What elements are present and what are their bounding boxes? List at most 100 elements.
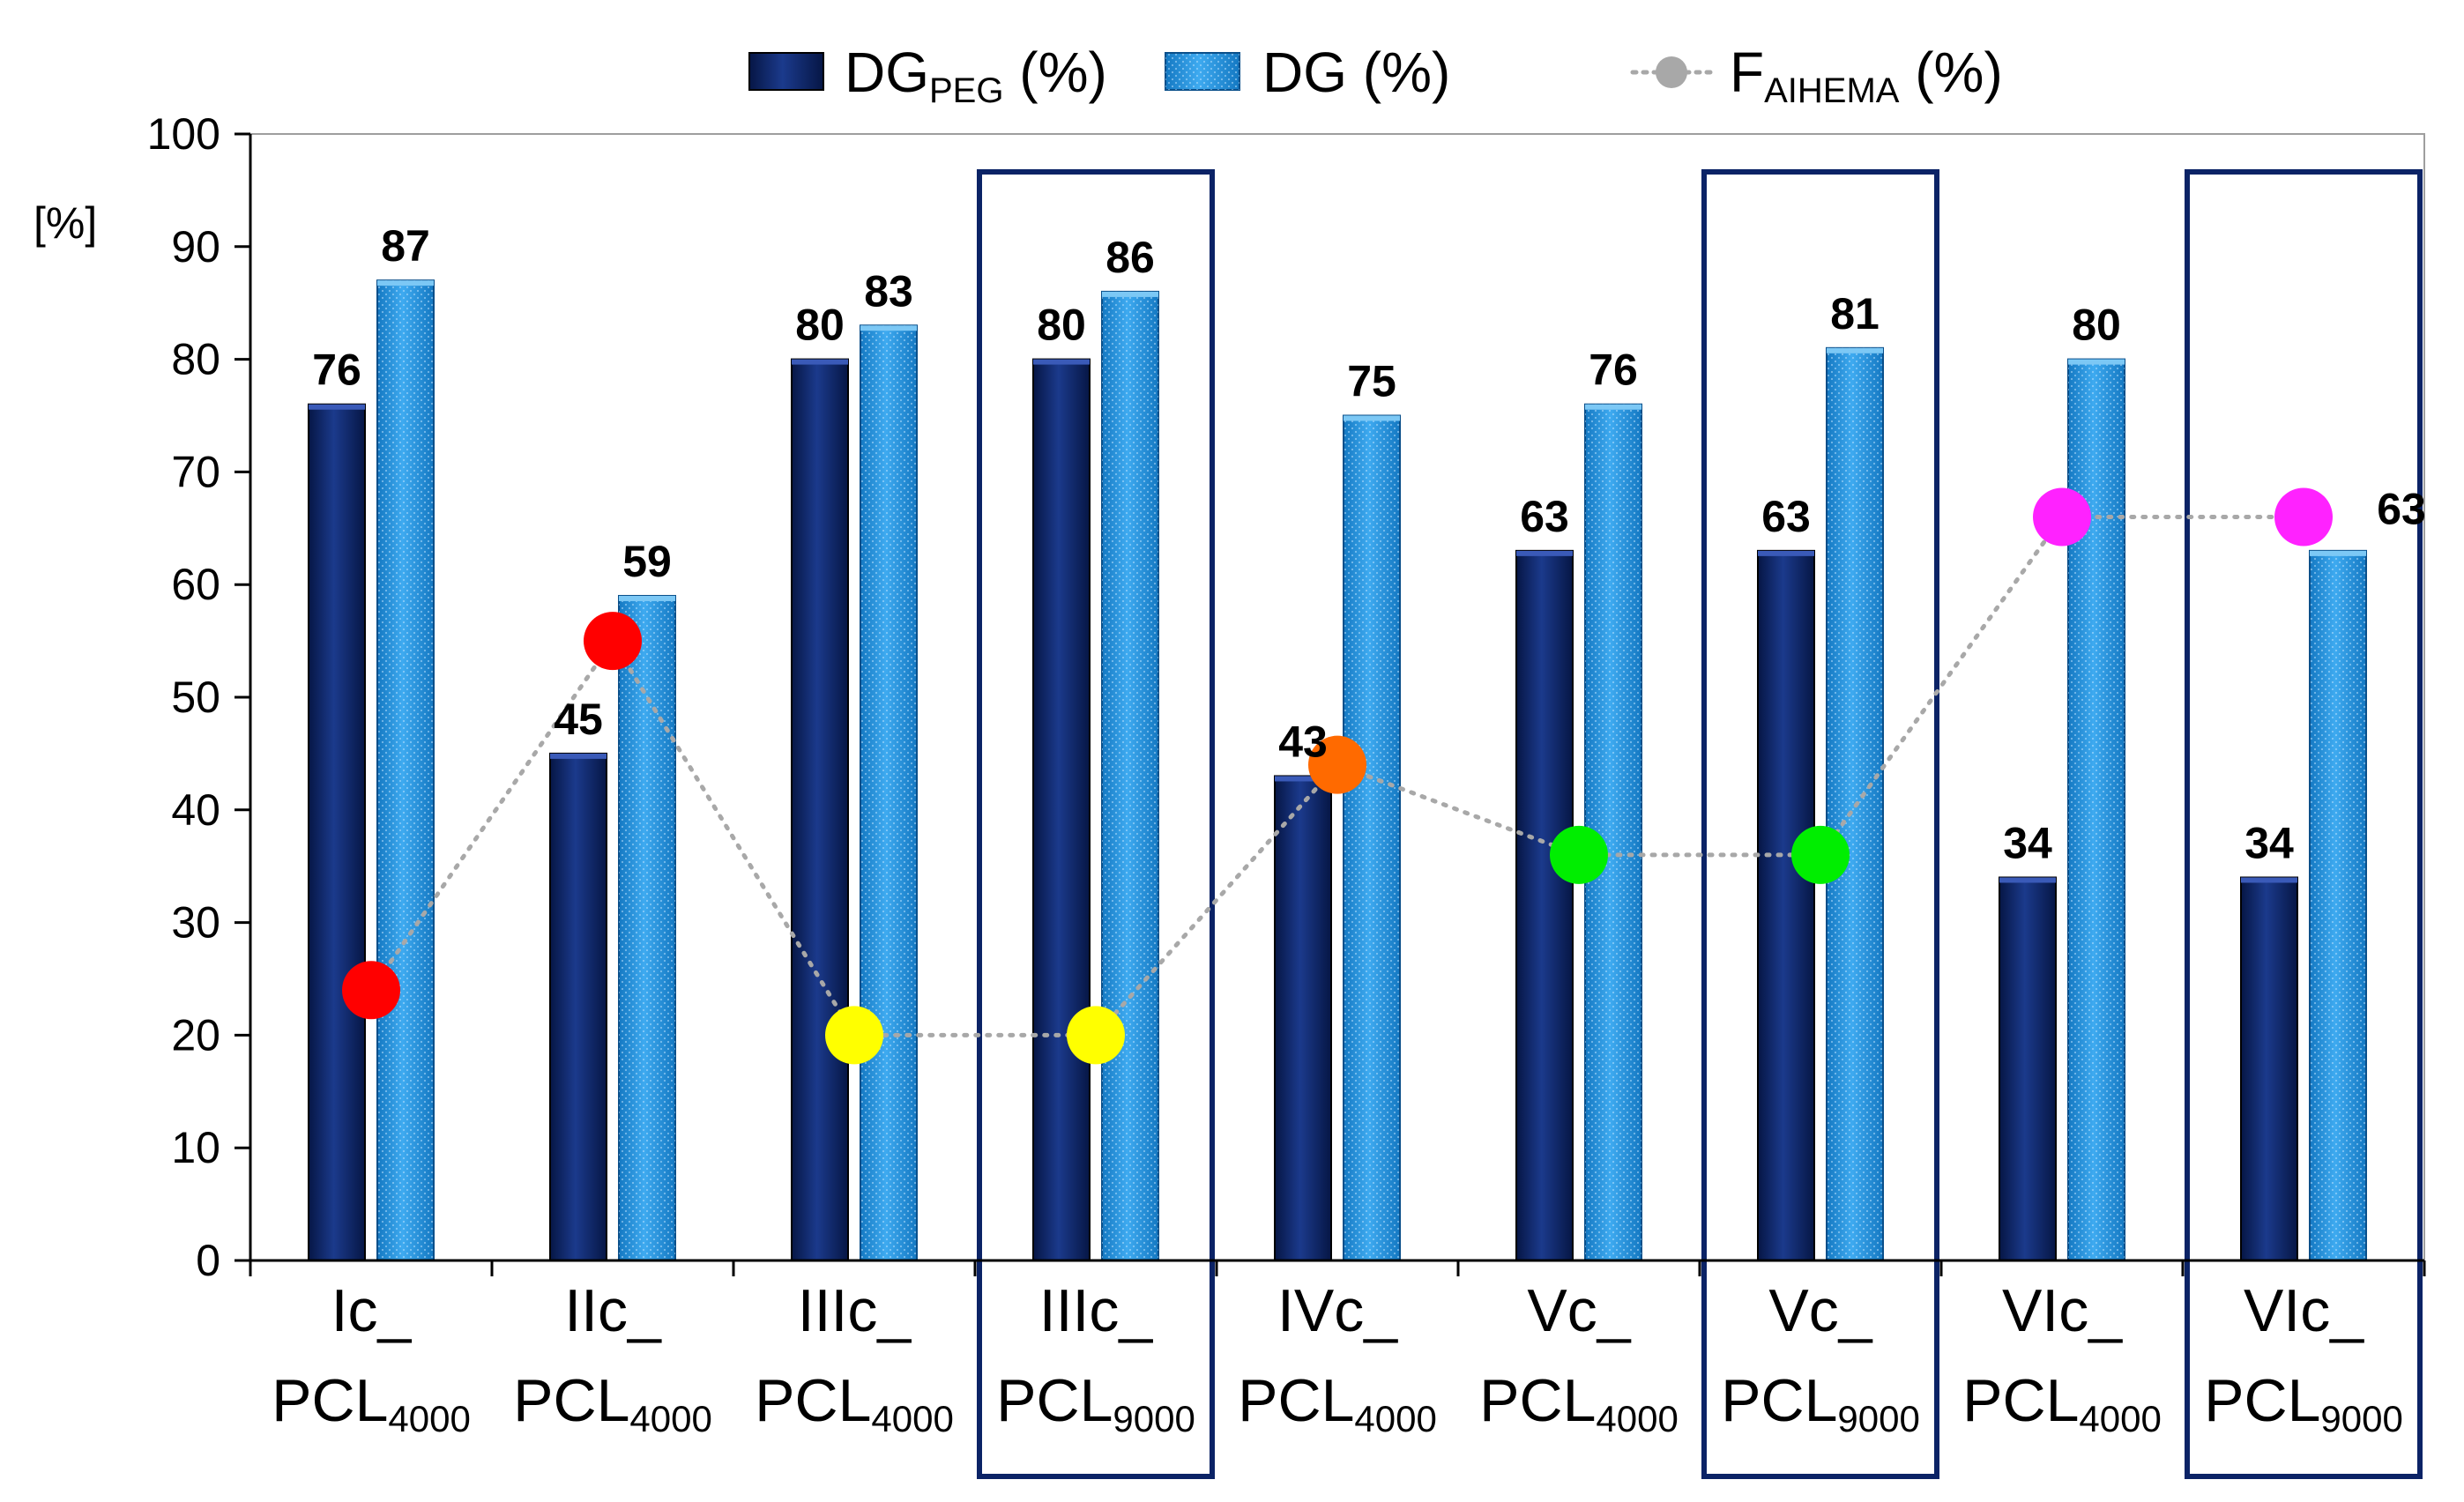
- x-category-base-8: PCL: [1962, 1367, 2079, 1434]
- f-aihema-point-8: [2033, 487, 2091, 547]
- bar-dg-peg-7: [1757, 549, 1815, 1261]
- legend: DGPEG (%) DG (%) FAIHEMA (%): [748, 41, 2003, 110]
- legend-marker-f-aihema: [1656, 56, 1687, 88]
- bar-dg-peg-top-3: [792, 359, 848, 365]
- x-category-subscript-9: 9000: [2320, 1398, 2402, 1439]
- bar-dg-texture-3: [860, 325, 917, 1260]
- bar-dg-top-2: [619, 595, 675, 601]
- x-category-subscript-4: 9000: [1113, 1398, 1195, 1439]
- data-label-dg-peg-1: 76: [312, 346, 361, 395]
- f-aihema-point-7: [1791, 825, 1850, 884]
- legend-swatch-dg-dots: [1165, 53, 1239, 90]
- y-axis: 0 10 20 30 40 50 60 70 80 90 100: [147, 109, 252, 1285]
- data-label-dg-6: 76: [1589, 346, 1638, 395]
- x-category-base-5: PCL: [1238, 1367, 1354, 1434]
- bar-dg-peg-top-5: [1275, 776, 1331, 782]
- bar-dg-top-9: [2310, 550, 2366, 556]
- x-category-label-7-main: Vc_: [1768, 1277, 1872, 1344]
- legend-item-dg: DG (%): [1165, 41, 1450, 104]
- legend-item-f-aihema: FAIHEMA (%): [1630, 41, 2003, 110]
- x-category-label-7-sub: PCL9000: [1721, 1367, 1920, 1439]
- bar-dg-texture-5: [1344, 415, 1400, 1260]
- f-aihema-line: [342, 487, 2333, 1065]
- legend-label-f-aihema-sub: AIHEMA: [1764, 71, 1900, 110]
- bar-dg-peg-top-8: [1999, 877, 2056, 883]
- highlight-box-9: [2185, 169, 2423, 1479]
- bar-dg-top-1: [377, 280, 434, 286]
- x-category-label-3-main: IIIc_: [798, 1277, 912, 1344]
- data-label-dg-9: 63: [2377, 485, 2426, 534]
- f-aihema-point-9: [2274, 487, 2333, 547]
- y-tick-label-10: 10: [171, 1123, 220, 1172]
- x-category-label-6-sub: PCL4000: [1479, 1367, 1679, 1439]
- legend-swatch-dg-peg: [748, 52, 824, 91]
- y-tick-label-50: 50: [171, 673, 220, 722]
- x-category-label-2-sub: PCL4000: [513, 1367, 712, 1439]
- x-category-label-8-main: VIc_: [2002, 1277, 2123, 1344]
- bar-dg-texture-4: [1102, 291, 1158, 1260]
- bar-dg-peg-9: [2240, 876, 2298, 1261]
- data-label-dg-peg-5: 43: [1278, 717, 1328, 766]
- x-category-label-8-sub: PCL4000: [1962, 1367, 2162, 1439]
- highlight-box-7: [1701, 169, 1939, 1479]
- x-category-label-5-main: IVc_: [1277, 1277, 1398, 1344]
- f-aihema-point-3: [825, 1006, 883, 1065]
- x-category-label-4-main: IIIc_: [1039, 1277, 1154, 1344]
- highlight-box-4: [977, 169, 1215, 1479]
- x-category-subscript-3: 4000: [871, 1398, 953, 1439]
- bar-dg-peg-top-9: [2241, 877, 2297, 883]
- legend-label-dg-peg-sub: PEG: [929, 71, 1003, 110]
- x-category-label-5-sub: PCL4000: [1238, 1367, 1437, 1439]
- x-category-base-3: PCL: [755, 1367, 871, 1434]
- x-category-base-1: PCL: [272, 1367, 388, 1434]
- data-label-dg-2: 59: [622, 537, 672, 586]
- legend-item-dg-peg: DGPEG (%): [748, 41, 1107, 110]
- data-label-dg-8: 80: [2072, 301, 2121, 350]
- legend-label-f-aihema-main: F: [1730, 41, 1764, 104]
- x-category-base-9: PCL: [2204, 1367, 2320, 1434]
- x-category-subscript-8: 4000: [2079, 1398, 2161, 1439]
- x-category-subscript-7: 9000: [1837, 1398, 1919, 1439]
- legend-label-f-aihema-suffix: (%): [1899, 41, 2002, 104]
- x-category-subscript-6: 4000: [1596, 1398, 1678, 1439]
- x-category-label-2-main: IIc_: [564, 1277, 662, 1344]
- legend-label-dg-peg-suffix: (%): [1003, 41, 1106, 104]
- x-category-subscript-2: 4000: [629, 1398, 711, 1439]
- data-label-dg-peg-3: 80: [795, 301, 845, 350]
- data-label-dg-5: 75: [1347, 357, 1396, 406]
- f-aihema-point-4: [1067, 1006, 1125, 1065]
- x-category-label-1-sub: PCL4000: [272, 1367, 471, 1439]
- y-tick-label-80: 80: [171, 335, 220, 384]
- data-label-dg-1: 87: [381, 221, 430, 271]
- bar-dg-texture-2: [619, 595, 675, 1260]
- f-aihema-point-2: [584, 612, 642, 671]
- y-axis-unit-label: [%]: [33, 198, 97, 248]
- bar-dg-peg-6: [1515, 549, 1574, 1261]
- bar-dg-peg-2: [549, 752, 607, 1261]
- legend-label-dg: DG (%): [1262, 41, 1450, 104]
- x-category-label-9-sub: PCL9000: [2204, 1367, 2403, 1439]
- bar-dg-peg-top-2: [550, 753, 607, 759]
- bar-dg-peg-4: [1032, 358, 1091, 1262]
- y-tick-label-0: 0: [196, 1236, 220, 1285]
- y-tick-label-90: 90: [171, 222, 220, 271]
- y-tick-label-40: 40: [171, 785, 220, 835]
- x-category-label-4-sub: PCL9000: [996, 1367, 1195, 1439]
- bar-dg-peg-8: [1999, 876, 2057, 1261]
- x-category-label-1-main: Ic_: [331, 1277, 413, 1344]
- bar-dg-texture-1: [377, 280, 434, 1260]
- bar-dg-peg-5: [1274, 775, 1332, 1261]
- f-aihema-point-6: [1550, 825, 1608, 884]
- data-label-dg-peg-2: 45: [554, 695, 603, 744]
- bar-dg-top-6: [1585, 404, 1641, 410]
- data-label-dg-7: 81: [1830, 289, 1880, 338]
- data-label-dg-peg-4: 80: [1037, 301, 1086, 350]
- bar-dg-peg-top-6: [1516, 550, 1573, 556]
- bar-dg-top-8: [2068, 359, 2125, 365]
- data-label-dg-peg-8: 34: [2003, 818, 2052, 867]
- y-tick-label-30: 30: [171, 898, 220, 948]
- bar-dg-top-5: [1344, 415, 1400, 421]
- bar-dg-texture-9: [2310, 550, 2366, 1260]
- data-labels: 76 87 45 59 80 83 80 86 43 75 63 76 63 81 34 80 34 63: [312, 221, 2426, 867]
